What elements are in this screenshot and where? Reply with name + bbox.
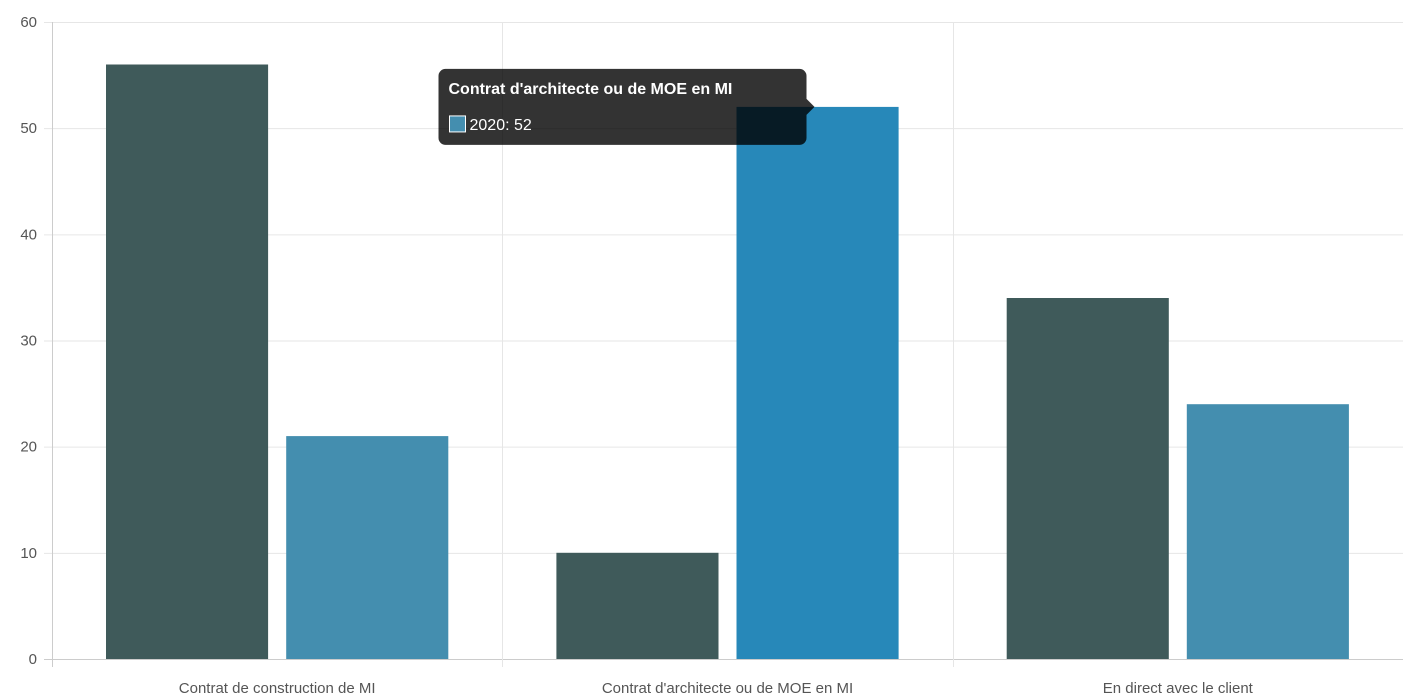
y-tick-label: 20 (20, 439, 37, 456)
bar-series-1-1[interactable] (736, 106, 899, 659)
y-tick-label: 60 (20, 14, 37, 31)
bars (106, 64, 1349, 660)
tooltip: Contrat d'architecte ou de MOE en MI 202… (438, 68, 815, 145)
x-axis: Contrat de construction de MI Contrat d'a… (179, 680, 1254, 697)
tooltip-title: Contrat d'architecte ou de MOE en MI (449, 81, 733, 98)
y-axis: 0 10 20 30 40 50 60 (20, 14, 37, 668)
tooltip-value: 2020: 52 (470, 117, 532, 134)
tooltip-box (438, 68, 807, 145)
y-tick-label: 50 (20, 120, 37, 137)
tooltip-swatch (449, 115, 467, 133)
y-tick-label: 40 (20, 226, 37, 243)
y-tick-label: 0 (29, 651, 37, 668)
tooltip-caret (806, 98, 815, 115)
bar-series-0-2[interactable] (1006, 298, 1169, 659)
bar-series-0-1[interactable] (556, 552, 719, 659)
x-tick-label: Contrat d'architecte ou de MOE en MI (602, 680, 853, 697)
bar-series-1-2[interactable] (1186, 404, 1349, 659)
x-tick-label: Contrat de construction de MI (179, 680, 376, 697)
x-tick-label: En direct avec le client (1103, 680, 1254, 697)
y-tick-label: 10 (20, 545, 37, 562)
y-tick-label: 30 (20, 333, 37, 350)
bar-series-0-0[interactable] (106, 64, 269, 660)
bar-series-1-0[interactable] (286, 436, 449, 659)
